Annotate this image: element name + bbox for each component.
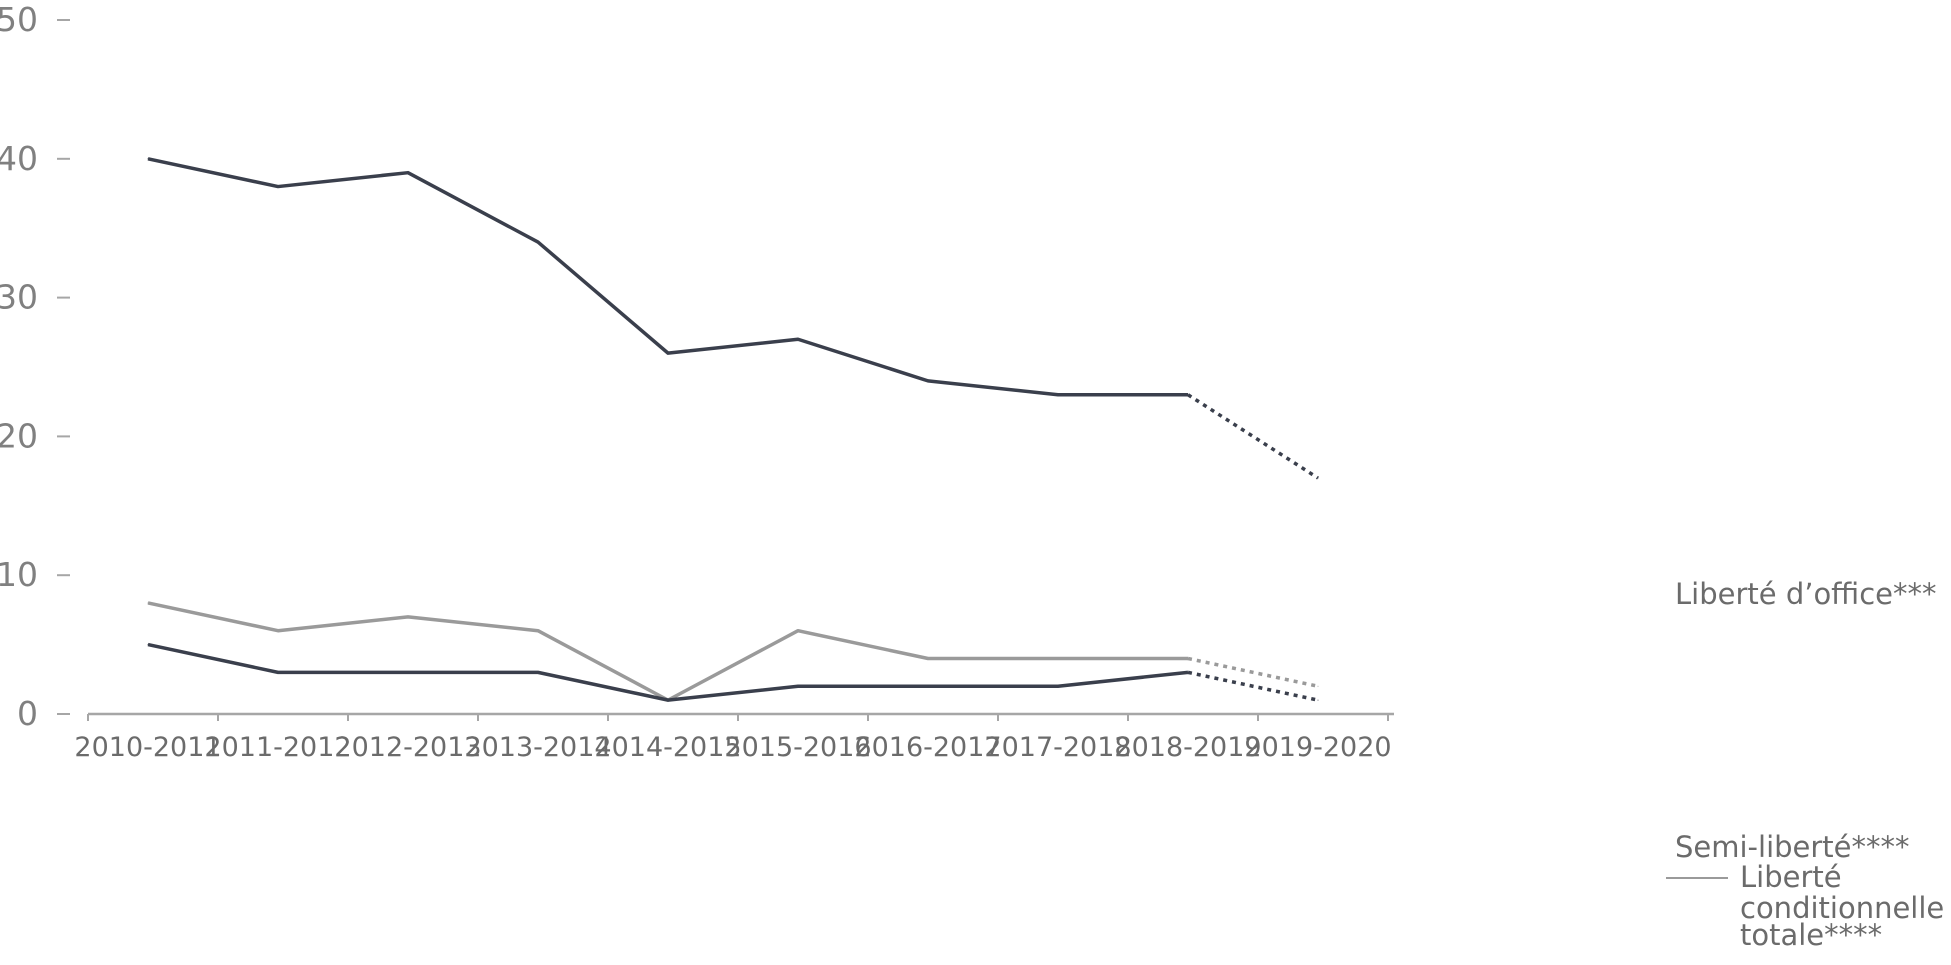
data-point	[407, 616, 409, 618]
data-point	[1057, 685, 1059, 687]
series-0	[147, 157, 1319, 480]
series-line-dashed	[1187, 670, 1319, 702]
x-tick-label: 2012-2013	[334, 732, 481, 763]
data-point	[537, 671, 539, 673]
data-point	[1057, 657, 1059, 659]
x-tick-label: 2017-2018	[984, 732, 1131, 763]
x-axis: 2010-20112011-20122012-20132013-20142014…	[74, 712, 1394, 763]
series-1	[147, 601, 1319, 702]
data-point	[1317, 699, 1319, 701]
x-tick-label: 2018-2019	[1114, 732, 1261, 763]
series-layer	[147, 157, 1319, 702]
data-point	[277, 186, 279, 188]
series-line-solid	[147, 157, 1188, 397]
y-tick-label: 20	[0, 416, 38, 455]
x-tick-label: 2013-2014	[464, 732, 611, 763]
data-point	[927, 685, 929, 687]
data-point	[667, 699, 669, 701]
data-point	[1057, 394, 1059, 396]
data-point	[407, 172, 409, 174]
series-label-semi-liberte: Semi-liberté****	[1675, 830, 1910, 864]
x-tick-label: 2014-2015	[594, 732, 741, 763]
data-point	[407, 671, 409, 673]
series-2	[147, 642, 1319, 702]
series-label-liberte-conditionnelle-line: conditionnelle	[1740, 891, 1944, 925]
data-point	[147, 158, 149, 160]
y-tick-label: 40	[0, 139, 38, 178]
y-tick-label: 50	[0, 0, 38, 39]
x-tick-label: 2011-2012	[204, 732, 351, 763]
data-point	[1187, 394, 1189, 396]
x-tick-label: 2010-2011	[74, 732, 221, 763]
series-line-solid	[147, 642, 1189, 702]
data-point	[537, 630, 539, 632]
data-point	[1317, 685, 1319, 687]
y-tick-label: 0	[17, 694, 38, 733]
data-point	[537, 241, 539, 243]
x-tick-label: 2019-2020	[1244, 732, 1391, 763]
data-point	[927, 380, 929, 382]
data-point	[1187, 671, 1189, 673]
y-tick-label: 30	[0, 278, 38, 317]
y-tick-label: 10	[0, 555, 38, 594]
x-tick-label: 2015-2016	[724, 732, 871, 763]
series-label-liberte-doffice: Liberté d’office***	[1675, 577, 1937, 611]
x-tick-label: 2016-2017	[854, 732, 1001, 763]
data-point	[1317, 477, 1319, 479]
series-line-dashed	[1187, 393, 1319, 480]
series-label-liberte-conditionnelle-line: Liberté	[1740, 860, 1842, 894]
data-point	[797, 685, 799, 687]
data-point	[927, 657, 929, 659]
series-line-dashed	[1187, 656, 1319, 688]
data-point	[1187, 657, 1189, 659]
y-axis: 0 10 20 30 40 50	[0, 0, 70, 733]
data-point	[277, 630, 279, 632]
data-point	[147, 644, 149, 646]
data-point	[667, 352, 669, 354]
data-point	[277, 671, 279, 673]
data-point	[797, 630, 799, 632]
data-point	[147, 602, 149, 604]
series-labels: Liberté d’office*** Semi-liberté****Liber…	[1666, 577, 1944, 952]
series-label-liberte-conditionnelle-line: totale****	[1740, 918, 1882, 952]
data-point	[797, 338, 799, 340]
